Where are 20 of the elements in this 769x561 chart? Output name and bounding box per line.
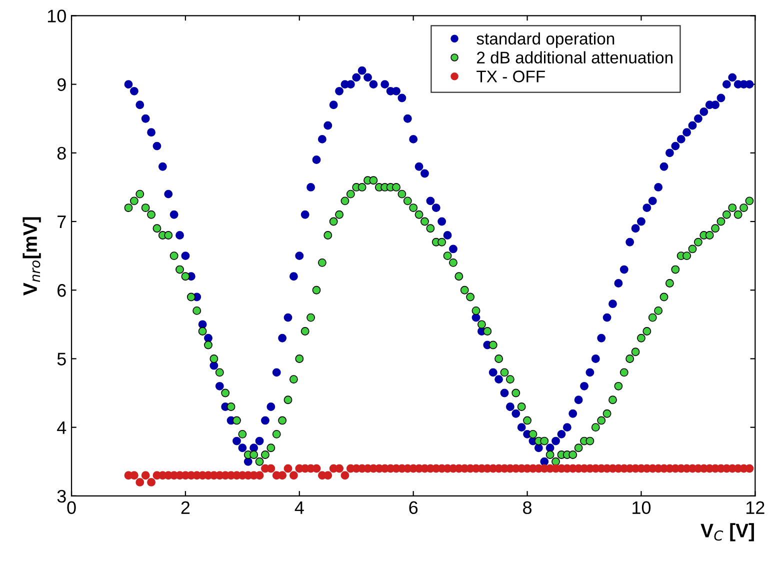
x-tick-label: 6 (409, 501, 418, 514)
legend-label: 2 dB additional attenuation (477, 51, 672, 64)
y-tick-label: 7 (58, 216, 66, 228)
x-tick-label: 0 (67, 501, 76, 514)
x-tick-label: 8 (523, 501, 532, 514)
x-tick-label: 2 (181, 501, 190, 514)
y-axis-title: V$_{nro}$[mV] (22, 217, 41, 296)
legend-label: TX - OFF (476, 70, 545, 82)
legend-label: standard operation (476, 32, 614, 48)
y-tick-label: 4 (57, 421, 66, 434)
y-tick-label: 10 (48, 10, 66, 22)
x-axis-title: V$_{C}$ [V] (700, 523, 754, 542)
y-tick-label: 5 (57, 352, 66, 366)
y-tick-label: 6 (58, 284, 66, 297)
y-tick-label: 9 (57, 78, 66, 92)
x-tick-label: 12 (746, 501, 764, 514)
y-tick-label: 8 (57, 146, 66, 160)
x-tick-label: 4 (294, 501, 304, 514)
y-tick-label: 3 (57, 490, 66, 503)
x-tick-label: 10 (632, 501, 651, 514)
